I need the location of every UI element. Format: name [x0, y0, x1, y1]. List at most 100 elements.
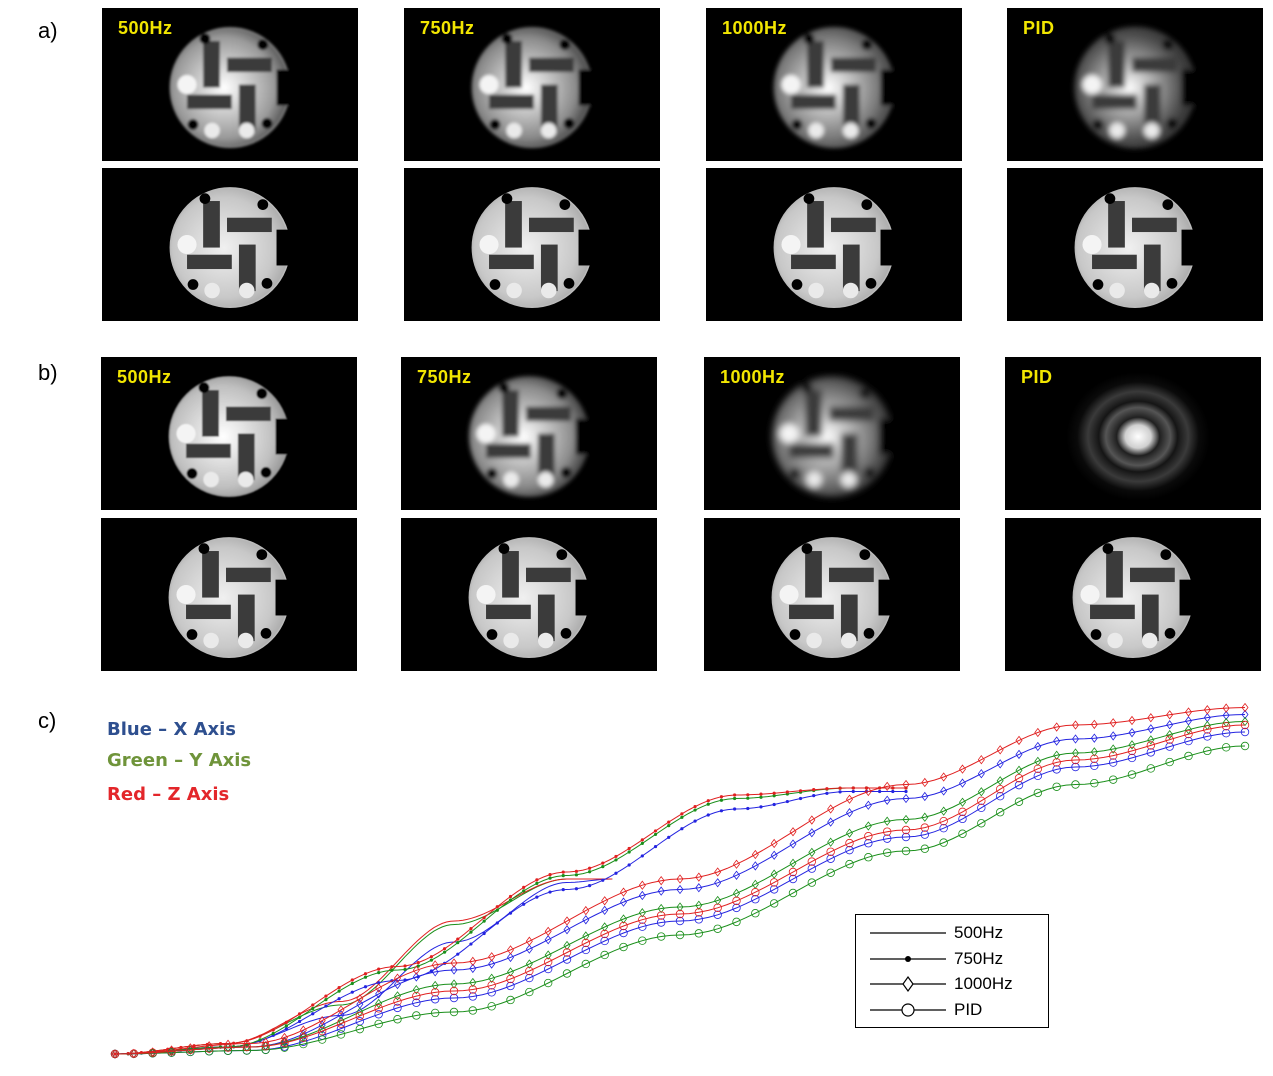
series-marker — [205, 1041, 213, 1051]
series-marker — [375, 998, 383, 1009]
series-marker — [601, 878, 605, 882]
series-marker — [468, 1006, 478, 1015]
series-marker — [317, 1035, 327, 1044]
series-marker — [1128, 740, 1136, 750]
legend-label-pid: PID — [954, 1000, 983, 1019]
series-marker — [281, 1032, 288, 1043]
series-marker — [921, 812, 929, 822]
series-marker — [336, 1019, 346, 1028]
panel-b-label: b) — [38, 360, 58, 385]
series-marker — [431, 967, 439, 977]
series-marker — [667, 820, 671, 824]
series-marker — [1127, 770, 1137, 779]
series-line-1000hz-y — [114, 721, 1246, 1055]
series-marker — [1053, 736, 1061, 746]
series-marker — [543, 978, 553, 988]
series-marker — [851, 786, 855, 790]
series-marker — [680, 812, 684, 816]
series-marker — [600, 929, 609, 939]
series-marker — [456, 937, 460, 941]
series-marker — [864, 853, 873, 862]
series-marker — [167, 1047, 176, 1056]
series-marker — [1166, 710, 1174, 720]
series-marker — [891, 789, 895, 794]
series-marker — [430, 995, 440, 1004]
phantom-image-a-top-2: 1000Hz — [706, 8, 962, 161]
series-marker — [838, 786, 842, 790]
frequency-label: 1000Hz — [722, 18, 788, 38]
series-marker — [845, 859, 854, 869]
phantom-image-a-bot-1 — [404, 168, 660, 321]
series-marker — [1071, 762, 1080, 772]
series-marker — [695, 900, 703, 910]
series-marker — [733, 796, 737, 801]
series-marker — [1072, 748, 1079, 758]
series-marker — [1034, 741, 1042, 752]
series-marker — [807, 864, 817, 873]
frequency-label: PID — [1021, 367, 1053, 387]
phantom-image-b-top-3: PID — [1005, 357, 1261, 510]
legend-dot-icon — [870, 956, 946, 962]
series-marker — [525, 966, 534, 976]
series-marker — [544, 935, 552, 945]
series-marker — [242, 1042, 252, 1052]
series-marker — [1203, 705, 1211, 715]
series-marker — [544, 926, 552, 937]
series-marker — [706, 799, 710, 803]
series-marker — [826, 847, 835, 856]
series-marker — [522, 902, 526, 906]
series-line-750hz-x — [114, 791, 906, 1055]
series-marker — [535, 881, 539, 885]
series-line-pid-y — [115, 745, 1246, 1055]
series-marker — [507, 952, 514, 963]
series-marker — [675, 909, 685, 919]
series-marker — [1108, 758, 1118, 767]
series-marker — [921, 791, 929, 802]
series-marker — [350, 978, 354, 982]
series-marker — [1184, 736, 1193, 746]
series-marker — [600, 950, 609, 960]
series-marker — [412, 972, 420, 982]
series-marker — [363, 975, 368, 979]
phantom-image-a-bot-0 — [102, 168, 358, 321]
series-marker — [1090, 733, 1098, 743]
series-marker — [544, 950, 552, 960]
series-marker — [311, 1006, 315, 1011]
series-marker — [807, 857, 817, 866]
series-marker — [311, 1003, 315, 1007]
series-marker — [429, 955, 433, 959]
series-marker — [759, 792, 763, 796]
series-marker — [350, 990, 354, 994]
series-marker — [450, 965, 458, 975]
series-marker — [449, 993, 459, 1003]
series-marker — [506, 995, 515, 1005]
series-marker — [958, 807, 967, 817]
series-marker — [675, 930, 685, 940]
series-marker — [864, 832, 873, 841]
phantom-image-b-top-0: 500Hz — [101, 357, 357, 510]
phantom-image-b-top-1: 750Hz — [401, 357, 657, 510]
series-marker — [297, 1015, 302, 1020]
series-marker — [657, 875, 665, 886]
series-marker — [713, 924, 722, 933]
series-marker — [337, 1005, 345, 1015]
series-marker — [393, 997, 402, 1006]
axis-key-x: Blue – X Axis — [107, 719, 237, 740]
series-marker — [769, 885, 779, 894]
series-marker — [958, 814, 967, 824]
series-marker — [284, 1024, 288, 1028]
series-marker — [525, 987, 534, 997]
series-marker — [601, 865, 605, 869]
series-marker — [827, 837, 835, 847]
series-marker — [1203, 725, 1212, 734]
series-marker — [1090, 778, 1099, 788]
series-marker — [977, 769, 985, 779]
series-marker — [337, 989, 341, 993]
series-marker — [977, 755, 985, 765]
series-marker — [563, 940, 571, 951]
series-marker — [995, 791, 1005, 801]
series-marker — [826, 854, 835, 863]
series-marker — [812, 788, 816, 792]
series-marker — [1221, 729, 1231, 738]
series-marker — [271, 1028, 275, 1032]
